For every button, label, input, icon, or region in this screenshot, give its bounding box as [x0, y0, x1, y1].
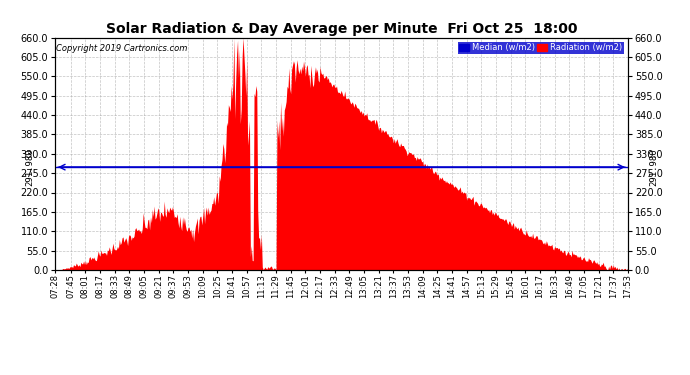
Legend: Median (w/m2), Radiation (w/m2): Median (w/m2), Radiation (w/m2)	[457, 42, 624, 54]
Text: Copyright 2019 Cartronics.com: Copyright 2019 Cartronics.com	[57, 45, 188, 54]
Title: Solar Radiation & Day Average per Minute  Fri Oct 25  18:00: Solar Radiation & Day Average per Minute…	[106, 22, 578, 36]
Text: 291.980: 291.980	[649, 148, 658, 186]
Text: 291.980: 291.980	[25, 148, 34, 186]
